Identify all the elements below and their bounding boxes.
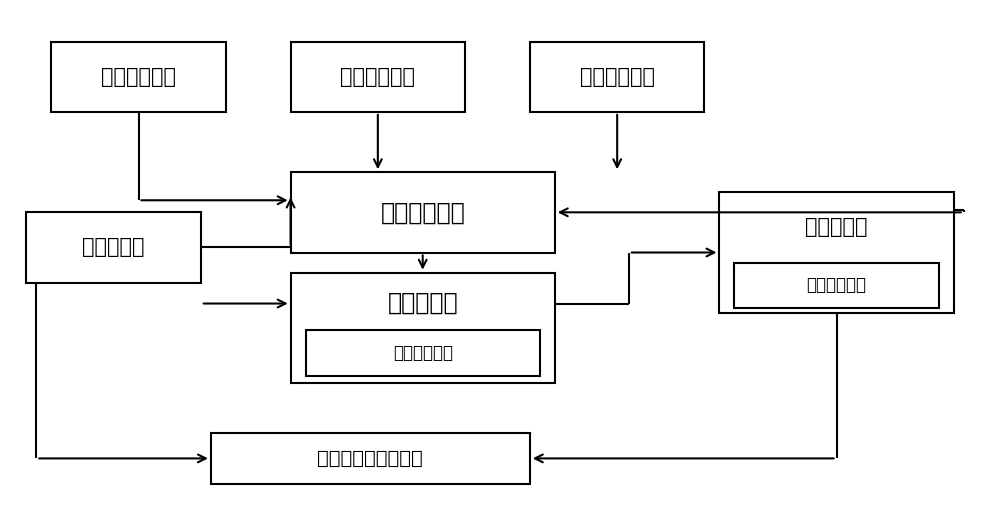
- Bar: [734, 263, 939, 308]
- Text: 大坝施工系统: 大坝施工系统: [101, 67, 176, 87]
- Text: 数据库服务器: 数据库服务器: [380, 200, 465, 224]
- Text: 分散控制系统: 分散控制系统: [807, 276, 867, 294]
- Bar: [719, 192, 954, 313]
- Bar: [291, 273, 555, 383]
- Text: 快速调控机: 快速调控机: [805, 217, 868, 237]
- Text: 实时感应机: 实时感应机: [82, 237, 145, 258]
- Text: 仿真与实时展示系统: 仿真与实时展示系统: [317, 449, 423, 468]
- Text: 大坝运行系统: 大坝运行系统: [580, 67, 655, 87]
- Bar: [291, 41, 465, 112]
- Bar: [26, 212, 201, 283]
- Bar: [306, 330, 540, 376]
- Bar: [51, 41, 226, 112]
- Text: 分散控制系统: 分散控制系统: [393, 344, 453, 362]
- Bar: [291, 172, 555, 252]
- Text: 天气预报系统: 天气预报系统: [340, 67, 415, 87]
- Bar: [530, 41, 704, 112]
- Bar: [211, 433, 530, 483]
- Text: 温控服务器: 温控服务器: [387, 291, 458, 315]
